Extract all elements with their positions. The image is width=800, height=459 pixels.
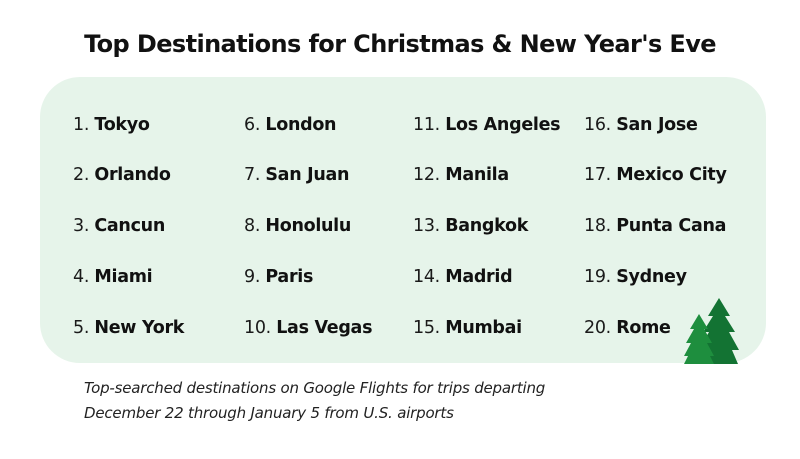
destination-name: Mexico City [616, 165, 727, 185]
destination-rank: 19. [584, 267, 611, 287]
destination-rank: 5. [73, 318, 90, 338]
destination-name: Tokyo [94, 115, 150, 135]
caption-line-2: December 22 through January 5 from U.S. … [84, 404, 454, 422]
destination-name: Honolulu [265, 216, 352, 236]
destination-rank: 4. [73, 267, 90, 287]
destination-name: Punta Cana [616, 216, 727, 236]
destination-item: 2. Orlando [73, 161, 171, 189]
destination-name: London [265, 115, 337, 135]
destination-rank: 6. [244, 115, 261, 135]
destination-name: Orlando [94, 165, 171, 185]
destination-item: 16. San Jose [584, 111, 698, 139]
destination-name: Cancun [94, 216, 165, 236]
destination-name: Los Angeles [445, 115, 561, 135]
destination-rank: 17. [584, 165, 611, 185]
destination-rank: 2. [73, 165, 90, 185]
destinations-panel [40, 77, 766, 363]
destination-rank: 9. [244, 267, 261, 287]
destination-rank: 3. [73, 216, 90, 236]
destination-item: 9. Paris [244, 263, 313, 291]
destination-item: 5. New York [73, 314, 184, 342]
destination-name: Las Vegas [276, 318, 373, 338]
destination-item: 11. Los Angeles [413, 111, 561, 139]
destination-rank: 14. [413, 267, 440, 287]
destination-rank: 1. [73, 115, 90, 135]
destinations-list: 1. Tokyo 2. Orlando 3. Cancun 4. Miami 5… [73, 111, 753, 351]
destination-item: 1. Tokyo [73, 111, 150, 139]
destination-name: Rome [616, 318, 671, 338]
destination-item: 3. Cancun [73, 212, 165, 240]
destination-item: 20. Rome [584, 314, 671, 342]
destination-item: 18. Punta Cana [584, 212, 726, 240]
destination-rank: 8. [244, 216, 261, 236]
destination-rank: 12. [413, 165, 440, 185]
destination-rank: 13. [413, 216, 440, 236]
destination-name: Madrid [445, 267, 513, 287]
destination-item: 7. San Juan [244, 161, 349, 189]
destination-name: New York [94, 318, 185, 338]
destination-name: Sydney [616, 267, 687, 287]
destination-name: Bangkok [445, 216, 529, 236]
destination-name: Paris [265, 267, 314, 287]
destination-name: San Jose [616, 115, 698, 135]
destination-name: Manila [445, 165, 509, 185]
destination-item: 12. Manila [413, 161, 509, 189]
destination-rank: 11. [413, 115, 440, 135]
destination-name: San Juan [265, 165, 350, 185]
destination-rank: 15. [413, 318, 440, 338]
destination-item: 13. Bangkok [413, 212, 528, 240]
destination-item: 4. Miami [73, 263, 153, 291]
destination-rank: 20. [584, 318, 611, 338]
destination-item: 10. Las Vegas [244, 314, 372, 342]
destination-name: Mumbai [445, 318, 522, 338]
destination-item: 15. Mumbai [413, 314, 522, 342]
destination-rank: 16. [584, 115, 611, 135]
destination-item: 8. Honolulu [244, 212, 351, 240]
destination-rank: 18. [584, 216, 611, 236]
destination-rank: 10. [244, 318, 271, 338]
destination-item: 19. Sydney [584, 263, 687, 291]
destination-item: 6. London [244, 111, 337, 139]
christmas-trees-icon [684, 298, 739, 364]
page-title: Top Destinations for Christmas & New Yea… [84, 30, 716, 58]
caption: Top-searched destinations on Google Flig… [84, 376, 704, 426]
destination-name: Miami [94, 267, 153, 287]
destination-item: 17. Mexico City [584, 161, 727, 189]
caption-line-1: Top-searched destinations on Google Flig… [84, 379, 546, 397]
destination-rank: 7. [244, 165, 261, 185]
destination-item: 14. Madrid [413, 263, 513, 291]
